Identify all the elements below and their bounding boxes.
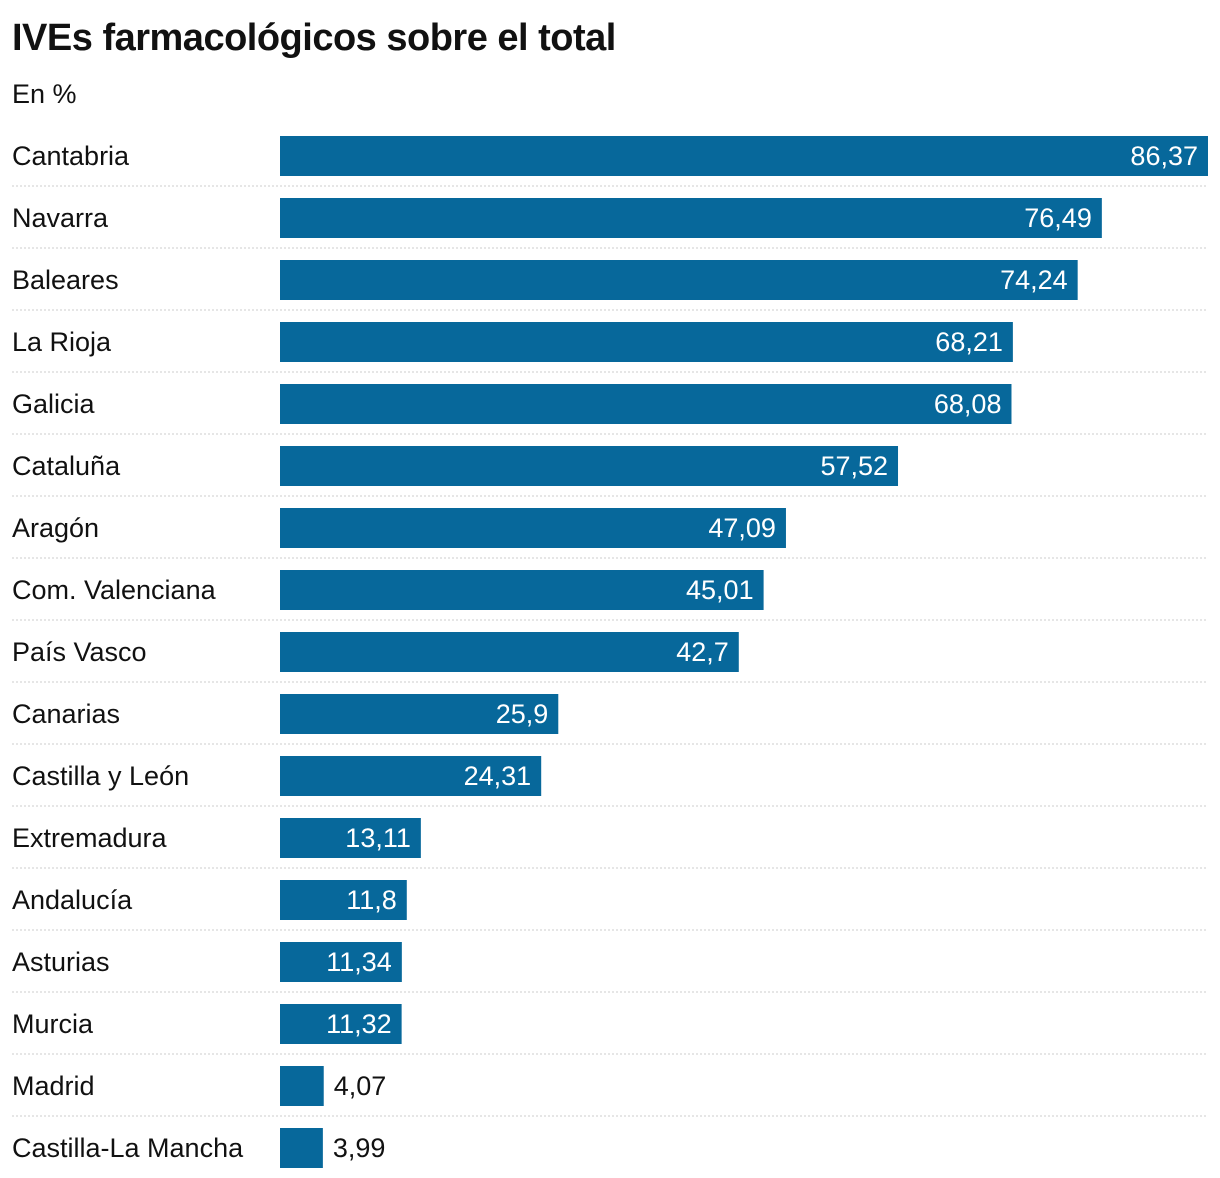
bar [280,942,402,982]
category-label: Castilla-La Mancha [12,1133,244,1163]
category-label: Castilla y León [12,761,189,791]
bar [280,880,407,920]
value-label: 11,32 [326,1009,392,1039]
bar [280,1004,402,1044]
value-label: 24,31 [464,761,532,791]
bar [280,1066,324,1106]
bar [280,818,421,858]
value-label: 42,7 [676,637,729,667]
value-label: 45,01 [686,575,754,605]
category-label: Aragón [12,513,99,543]
chart-title: IVEs farmacológicos sobre el total [12,17,616,59]
bar [280,136,1208,176]
category-label: Asturias [12,947,110,977]
value-label: 11,34 [326,947,392,977]
value-label: 68,21 [935,327,1003,357]
category-label: País Vasco [12,637,147,667]
bar [280,322,1013,362]
value-label: 76,49 [1024,203,1092,233]
bar [280,694,559,734]
bar [280,446,899,486]
bar [280,384,1012,424]
category-label: Murcia [12,1009,94,1039]
bar [280,1128,323,1168]
value-label: 86,37 [1130,141,1198,171]
category-label: La Rioja [12,327,112,357]
category-label: Cataluña [12,451,121,481]
value-label: 4,07 [334,1071,387,1101]
value-label: 47,09 [708,513,776,543]
bar [280,632,739,672]
bar [280,260,1078,300]
bar [280,756,542,796]
value-label: 11,8 [346,885,397,915]
bar [280,198,1102,238]
bar [280,508,786,548]
value-label: 57,52 [820,451,888,481]
value-label: 74,24 [1000,265,1068,295]
value-label: 13,11 [345,823,411,853]
category-label: Baleares [12,265,119,295]
category-label: Galicia [12,389,96,419]
category-label: Com. Valenciana [12,575,217,605]
bar [280,570,764,610]
value-label: 25,9 [496,699,549,729]
category-label: Navarra [12,203,109,233]
value-label: 3,99 [333,1133,386,1163]
value-label: 68,08 [934,389,1002,419]
category-label: Madrid [12,1071,95,1101]
category-label: Canarias [12,699,120,729]
category-label: Cantabria [12,141,130,171]
category-label: Extremadura [12,823,168,853]
chart-subtitle: En % [12,79,77,109]
category-label: Andalucía [12,885,133,915]
